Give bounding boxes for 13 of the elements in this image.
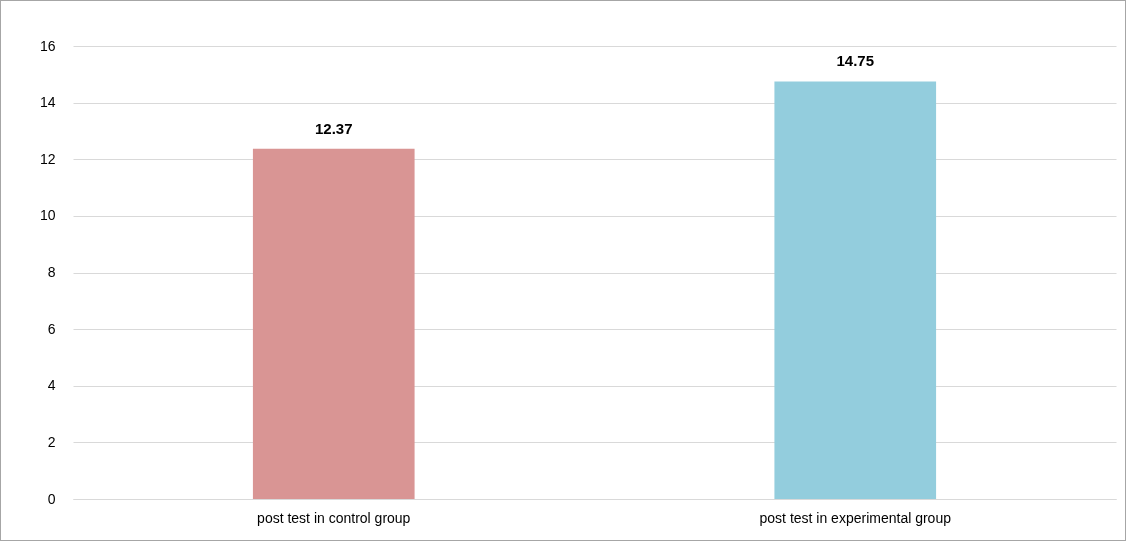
y-tick-label: 14 [39,94,56,111]
x-tick-label: post test in experimental group [759,509,952,526]
y-tick-label: 12 [39,150,56,167]
y-tick-label: 6 [47,320,56,337]
y-tick-label: 16 [39,37,56,54]
y-tick-label: 10 [39,207,56,224]
data-label: 14.75 [836,52,875,70]
y-tick-label: 0 [47,490,56,507]
y-tick-label: 4 [47,377,56,394]
y-tick-label: 2 [47,433,56,450]
y-tick-label: 8 [47,264,56,280]
data-label: 12.37 [314,119,353,137]
x-tick-label: post test in control group [257,509,411,526]
